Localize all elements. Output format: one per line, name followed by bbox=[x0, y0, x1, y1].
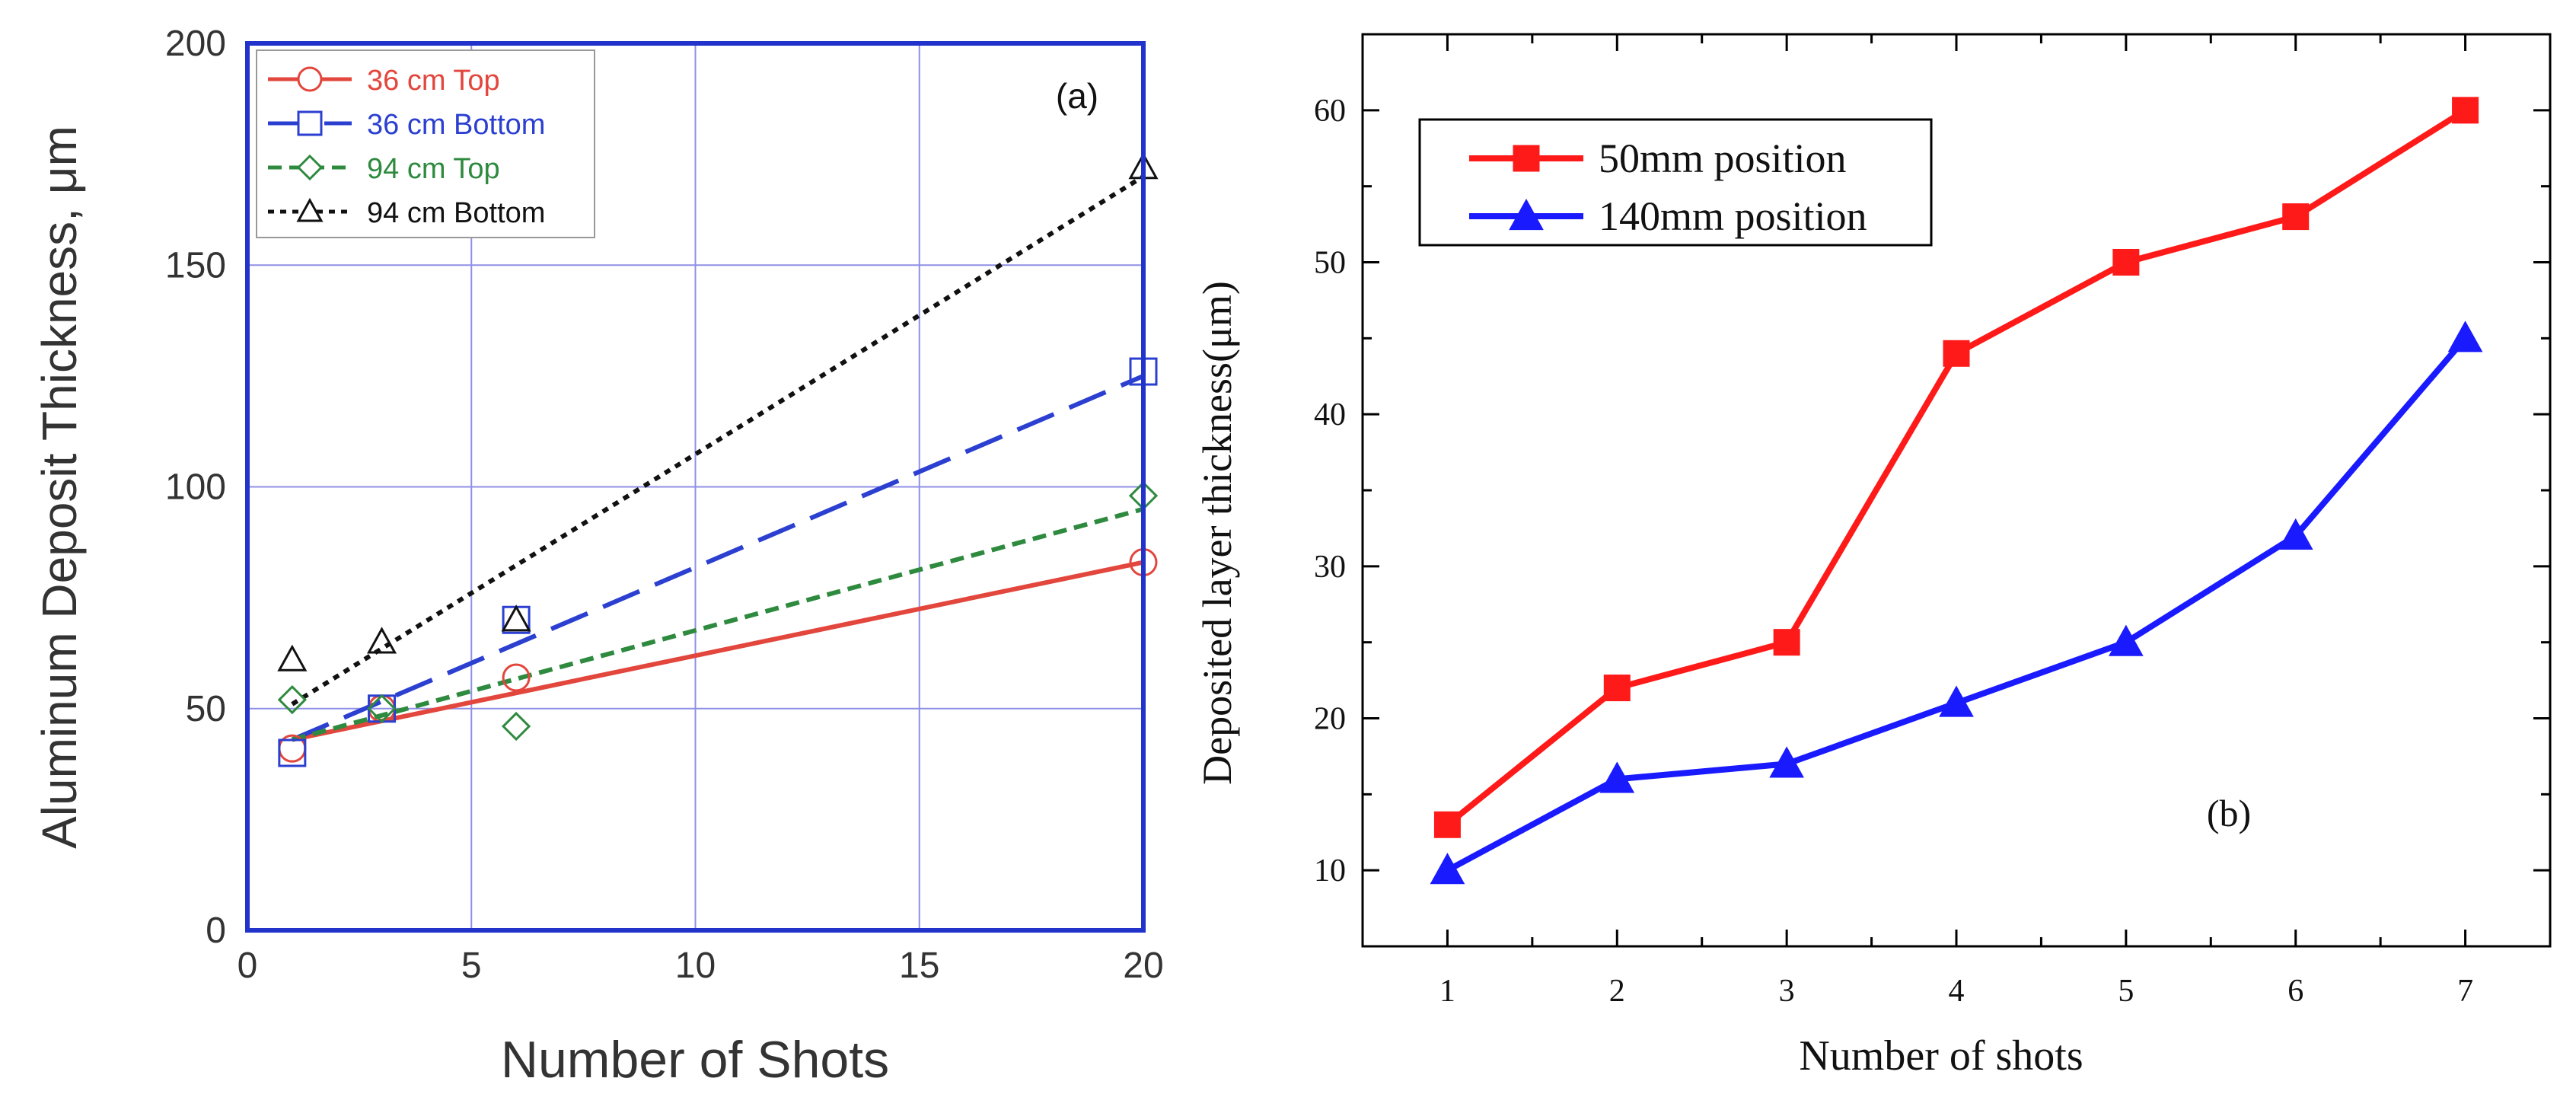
panel-a-x-tick-label: 10 bbox=[675, 946, 716, 986]
panel-a-fit-line-94-cm-bottom bbox=[291, 174, 1145, 707]
panel-a-fit-lines bbox=[291, 174, 1145, 742]
panel-b-x-axis-label: Number of shots bbox=[1799, 1032, 2083, 1080]
panel-b-point-50mm-position bbox=[1433, 811, 1461, 838]
panel-b-x-tick-label: 7 bbox=[2457, 974, 2473, 1009]
panel-a-gridlines bbox=[247, 43, 1143, 930]
panel-a-point-36-cm-bottom bbox=[278, 738, 307, 767]
panel-a-legend-marker-94-cm-bottom bbox=[296, 197, 324, 222]
panel-b-y-tick-label: 40 bbox=[1314, 397, 1346, 432]
panel-b-point-50mm-position bbox=[1773, 629, 1800, 656]
panel-a-fit-line-36-cm-bottom bbox=[291, 374, 1145, 742]
panel-a-fit-line-36-cm-top bbox=[292, 560, 1144, 742]
panel-a-legend-label-36-cm-top: 36 cm Top bbox=[367, 65, 500, 97]
panel-a-y-tick-label: 150 bbox=[165, 245, 226, 285]
panel-a-x-tick-label: 0 bbox=[238, 946, 258, 986]
panel-b-legend-items: 50mm position 140mm position bbox=[1469, 136, 1867, 239]
panel-a-fit-line-94-cm-top bbox=[292, 506, 1144, 742]
panel-b-label: (b) bbox=[2207, 792, 2251, 834]
panel-b-y-tick-label: 30 bbox=[1314, 550, 1346, 585]
panel-b-legend-marker-140mm-position bbox=[1509, 198, 1544, 231]
panel-a-point-94-cm-top bbox=[277, 684, 307, 715]
panel-a-legend: 36 cm Top 36 cm Bottom 94 cm Top 94 cm Bott… bbox=[256, 49, 595, 238]
panel-a-x-tick-label: 5 bbox=[461, 946, 482, 986]
panel-b-point-140mm-position bbox=[1939, 685, 1974, 717]
panel-a-y-tick-label: 200 bbox=[165, 24, 226, 64]
panel-b-x-tick-label: 1 bbox=[1439, 974, 1455, 1009]
panel-a-y-tick-label: 0 bbox=[206, 911, 226, 951]
panel-a-point-94-cm-bottom bbox=[277, 644, 308, 671]
panel-b-markers bbox=[1430, 97, 2483, 885]
panel-a-markers bbox=[277, 152, 1159, 767]
panel-b-y-axis-label: Deposited layer thickness(μm) bbox=[1194, 281, 1240, 785]
panel-a-legend-marker-94-cm-top bbox=[296, 154, 324, 181]
panel-b-legend-label-50mm-position: 50mm position bbox=[1599, 136, 1847, 181]
panel-b-x-tick-label: 2 bbox=[1609, 974, 1625, 1009]
panel-a-legend-label-36-cm-bottom: 36 cm Bottom bbox=[367, 109, 545, 141]
panel-a-point-36-cm-bottom bbox=[502, 605, 531, 634]
panel-b-x-tick-label: 5 bbox=[2118, 974, 2134, 1009]
panel-b-y-tick-label: 50 bbox=[1314, 246, 1346, 281]
panel-b-point-140mm-position bbox=[2447, 321, 2483, 352]
panel-b-x-tick-label: 3 bbox=[1779, 974, 1795, 1009]
panel-a-point-94-cm-bottom bbox=[367, 627, 397, 654]
panel-a-label: (a) bbox=[1056, 76, 1098, 116]
panel-b-point-140mm-position bbox=[1430, 853, 1465, 885]
panel-b-ticks: 1 2 3 4 5 6 7 10 20 30 40 50 60 bbox=[1314, 34, 2550, 1009]
panel-b-legend-label-140mm-position: 140mm position bbox=[1599, 193, 1867, 239]
panel-a-point-36-cm-top bbox=[502, 663, 531, 692]
panel-a-x-tick-label: 20 bbox=[1123, 946, 1163, 986]
panel-b-y-tick-label: 10 bbox=[1314, 853, 1346, 888]
panel-b-point-50mm-position bbox=[2452, 97, 2479, 124]
panel-a-legend-label-94-cm-bottom: 94 cm Bottom bbox=[367, 197, 545, 229]
panel-a-legend-items: 36 cm Top 36 cm Bottom 94 cm Top 94 cm Bott… bbox=[268, 65, 545, 229]
panel-b-point-50mm-position bbox=[2112, 249, 2140, 276]
panel-b-point-50mm-position bbox=[1603, 675, 1631, 702]
panel-b-y-tick-label: 60 bbox=[1314, 94, 1346, 129]
panel-b-point-140mm-position bbox=[1769, 746, 1804, 778]
panel-a-y-tick-label: 50 bbox=[186, 689, 226, 729]
panel-b-x-tick-label: 6 bbox=[2287, 974, 2303, 1009]
panel-b-point-50mm-position bbox=[1943, 340, 1970, 367]
panel-b-y-tick-label: 20 bbox=[1314, 702, 1346, 737]
panel-b-line-140mm-position bbox=[1446, 336, 2468, 873]
panel-a-point-94-cm-top bbox=[501, 711, 531, 742]
panel-b-point-140mm-position bbox=[2109, 624, 2144, 656]
panel-b-chart: 1 2 3 4 5 6 7 10 20 30 40 50 60 Number of shots Depo… bbox=[1194, 33, 2552, 1080]
panel-a-x-tick-label: 15 bbox=[899, 946, 939, 986]
panel-a-y-axis-label: Aluminum Deposit Thickness, μm bbox=[32, 126, 87, 849]
panel-b-legend-box bbox=[1418, 118, 1933, 247]
panel-a-legend-marker-36-cm-top bbox=[297, 66, 323, 92]
panel-a-point-94-cm-top bbox=[367, 694, 397, 723]
panel-a-plot-frame bbox=[245, 41, 1146, 933]
panel-a-x-axis-label: Number of Shots bbox=[501, 1031, 889, 1089]
panel-a-y-tick-label: 100 bbox=[165, 467, 226, 508]
panel-a-legend-label-94-cm-top: 94 cm Top bbox=[367, 153, 500, 185]
panel-b-point-140mm-position bbox=[2278, 518, 2313, 550]
panel-b-x-tick-label: 4 bbox=[1949, 974, 1965, 1009]
panel-a-legend-marker-36-cm-bottom bbox=[297, 110, 323, 136]
panel-b-point-50mm-position bbox=[2282, 203, 2310, 231]
panel-b-point-140mm-position bbox=[1599, 761, 1635, 793]
panel-a-point-94-cm-bottom bbox=[501, 604, 531, 632]
panel-b-legend-marker-50mm-position bbox=[1513, 145, 1540, 172]
panel-b-legend: 50mm position 140mm position bbox=[1418, 118, 1933, 247]
